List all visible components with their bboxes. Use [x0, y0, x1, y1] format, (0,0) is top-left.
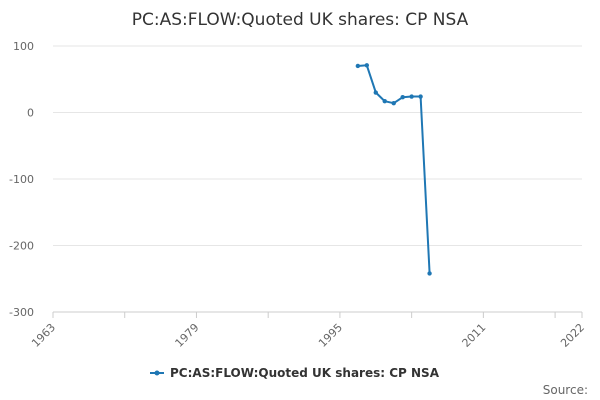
- data-point[interactable]: [391, 100, 396, 106]
- x-tick-label: 2011: [460, 321, 489, 350]
- x-tick-label: 1995: [316, 321, 345, 350]
- data-point[interactable]: [355, 63, 361, 69]
- x-axis: 1963 1979 1995 2011 2022: [29, 311, 587, 350]
- x-tick-label: 2022: [558, 321, 587, 350]
- y-tick-label: -200: [9, 240, 34, 253]
- source-label: Source:: [543, 383, 588, 397]
- data-point[interactable]: [400, 95, 405, 100]
- chart-title: PC:AS:FLOW:Quoted UK shares: CP NSA: [132, 10, 469, 30]
- data-point[interactable]: [418, 94, 423, 99]
- y-tick-label: 0: [27, 107, 34, 120]
- y-axis: 100 0 -100 -200 -300: [9, 40, 34, 319]
- x-tick-label: 1963: [29, 321, 58, 350]
- x-tick-label: 1979: [173, 321, 202, 350]
- y-tick-label: 100: [13, 40, 34, 53]
- data-point[interactable]: [427, 271, 432, 276]
- series-layer: [355, 63, 432, 276]
- legend[interactable]: PC:AS:FLOW:Quoted UK shares: CP NSA: [150, 366, 440, 380]
- data-point[interactable]: [409, 94, 414, 99]
- gridlines: [53, 45, 582, 313]
- legend-marker: [154, 370, 160, 376]
- data-point[interactable]: [364, 63, 370, 68]
- y-tick-label: -100: [9, 173, 34, 186]
- legend-label: PC:AS:FLOW:Quoted UK shares: CP NSA: [170, 366, 440, 380]
- data-point[interactable]: [382, 98, 387, 104]
- y-tick-label: -300: [9, 306, 34, 319]
- data-point[interactable]: [373, 90, 378, 95]
